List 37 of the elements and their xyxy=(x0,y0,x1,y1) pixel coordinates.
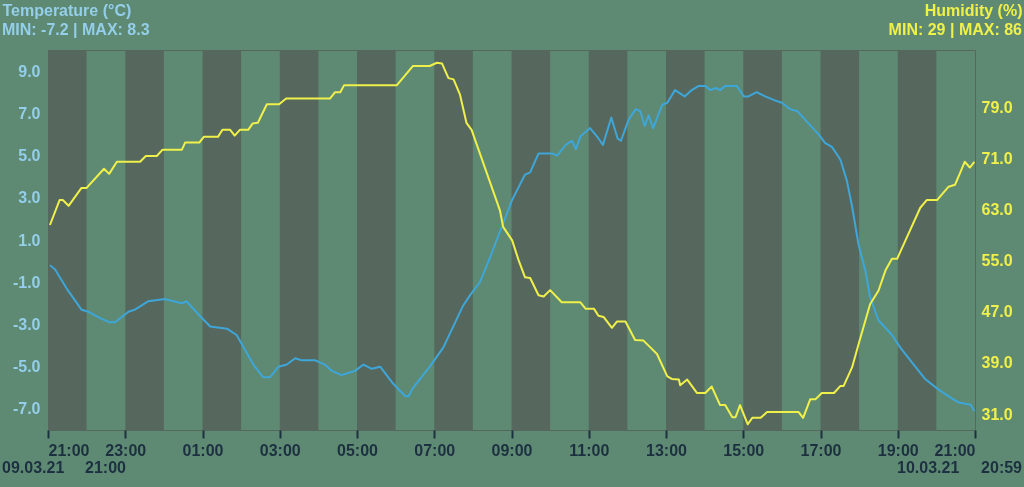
y-tick-label: 9.0 xyxy=(18,62,41,80)
text: 20:59 xyxy=(981,459,1023,476)
y2-tick-label: 79.0 xyxy=(981,98,1013,116)
y2-tick-label: 63.0 xyxy=(981,201,1013,219)
x-tick-label: 11:00 xyxy=(569,441,610,459)
text: MIN: -7.2 | MAX: 8.3 xyxy=(2,21,150,38)
x-tick-label: 15:00 xyxy=(723,441,765,459)
y-tick-label: -5.0 xyxy=(12,358,41,376)
text: MIN: 29 | MAX: 86 xyxy=(888,21,1023,38)
x-tick-label: 07:00 xyxy=(414,441,456,459)
y-tick-label: 3.0 xyxy=(18,189,41,207)
y2-tick-label: 47.0 xyxy=(981,303,1013,321)
y-tick-label: -3.0 xyxy=(12,315,41,333)
y-tick-label: 1.0 xyxy=(18,231,41,249)
x-tick-label: 01:00 xyxy=(182,441,224,459)
x-tick-label: 09:00 xyxy=(491,441,533,459)
text: 21:00 xyxy=(85,459,127,476)
y-tick-label: -1.0 xyxy=(12,273,41,291)
y2-tick-label: 55.0 xyxy=(981,252,1013,270)
text: 09.03.21 xyxy=(2,459,65,476)
x-tick-label: 21:00 xyxy=(934,441,976,459)
y2-tick-label: 31.0 xyxy=(981,405,1013,423)
x-tick-label: 23:00 xyxy=(105,441,147,459)
y-tick-label: -7.0 xyxy=(12,400,41,418)
x-tick-label: 17:00 xyxy=(800,441,842,459)
x-tick-label: 19:00 xyxy=(877,441,919,459)
y2-tick-label: 71.0 xyxy=(981,150,1013,168)
text: 10.03.21 xyxy=(897,459,960,476)
y2-tick-label: 39.0 xyxy=(981,354,1013,372)
x-tick-label: 13:00 xyxy=(646,441,688,459)
x-tick-label: 21:00 xyxy=(48,441,90,459)
y-tick-label: 5.0 xyxy=(18,147,41,165)
y-tick-label: 7.0 xyxy=(18,104,41,122)
y-axis-title: Temperature (°C) xyxy=(2,1,132,19)
y2-axis-title: Humidity (%) xyxy=(924,1,1023,19)
x-tick-label: 05:00 xyxy=(337,441,379,459)
x-tick-label: 03:00 xyxy=(259,441,301,459)
